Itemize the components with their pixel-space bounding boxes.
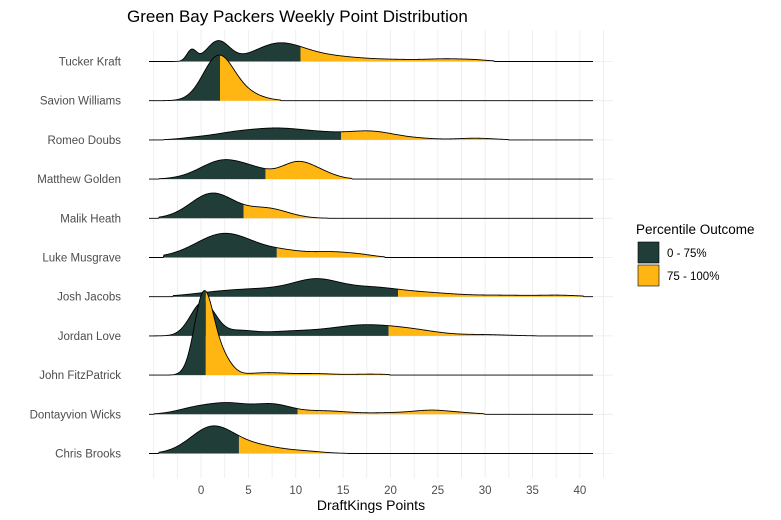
ridge-outline bbox=[149, 54, 593, 102]
ridge-outline bbox=[149, 127, 593, 141]
ridge-luke-musgrave bbox=[149, 232, 593, 258]
ridge-fill-high bbox=[300, 46, 495, 62]
x-tick-label: 35 bbox=[526, 485, 539, 497]
ridge-chris-brooks bbox=[149, 425, 593, 454]
ridge-fill-high bbox=[205, 291, 391, 376]
ridges bbox=[149, 40, 593, 454]
legend-swatch-75-100 bbox=[637, 264, 660, 287]
ridge-fill-low bbox=[163, 233, 277, 258]
ridge-fill-low bbox=[158, 425, 239, 454]
ridge-outline bbox=[149, 402, 593, 415]
x-tick-label: 10 bbox=[289, 485, 302, 497]
ridge-outline bbox=[149, 192, 593, 219]
legend-swatch-0-75 bbox=[637, 241, 660, 264]
ridge-fill-high bbox=[388, 325, 538, 336]
y-axis-labels: Tucker Kraft Savion Williams Romeo Doubs Ma… bbox=[30, 57, 122, 461]
chart-title: Green Bay Packers Weekly Point Distribut… bbox=[127, 7, 468, 26]
ridge-fill-high bbox=[265, 161, 353, 180]
ridge-fill-low bbox=[149, 290, 206, 376]
ridge-fill-high bbox=[341, 130, 509, 140]
y-tick-label-john-fitzpatrick: John FitzPatrick bbox=[39, 370, 121, 382]
ridge-outline bbox=[149, 40, 593, 62]
ridge-outline bbox=[149, 278, 593, 298]
ridge-savion-williams bbox=[149, 54, 593, 102]
ridge-john-fitzpatrick bbox=[149, 290, 593, 376]
y-tick-label-josh-jacobs: Josh Jacobs bbox=[57, 292, 121, 304]
ridge-romeo-doubs bbox=[149, 127, 593, 141]
ridge-fill-low bbox=[153, 55, 221, 101]
y-tick-label-dontayvion-wicks: Dontayvion Wicks bbox=[30, 409, 122, 421]
ridge-fill-high bbox=[297, 408, 486, 415]
x-axis-title: DraftKings Points bbox=[317, 497, 425, 513]
y-tick-label-romeo-doubs: Romeo Doubs bbox=[47, 135, 121, 147]
x-tick-label: 20 bbox=[384, 485, 397, 497]
x-tick-label: 0 bbox=[198, 485, 204, 497]
ridge-outline bbox=[149, 425, 593, 454]
y-tick-label-savion-williams: Savion Williams bbox=[40, 96, 121, 108]
y-tick-label-jordan-love: Jordan Love bbox=[58, 331, 121, 343]
x-tick-label: 30 bbox=[479, 485, 492, 497]
ridge-fill-high bbox=[220, 55, 282, 101]
y-tick-label-luke-musgrave: Luke Musgrave bbox=[42, 253, 121, 265]
ridge-outline bbox=[149, 301, 593, 337]
x-tick-label: 5 bbox=[245, 485, 251, 497]
ridge-outline bbox=[149, 290, 593, 376]
ridge-fill-low bbox=[153, 402, 298, 415]
ridge-fill-low bbox=[153, 40, 301, 62]
ridge-outline bbox=[149, 232, 593, 258]
x-tick-label: 15 bbox=[337, 485, 350, 497]
ridge-fill-low bbox=[163, 127, 342, 140]
ridge-fill-low bbox=[158, 159, 266, 180]
ridge-fill-low bbox=[158, 193, 244, 219]
ridge-dontayvion-wicks bbox=[149, 402, 593, 415]
ridge-malik-heath bbox=[149, 192, 593, 219]
y-tick-label-tucker-kraft: Tucker Kraft bbox=[59, 57, 122, 69]
y-tick-label-chris-brooks: Chris Brooks bbox=[55, 449, 121, 461]
y-tick-label-matthew-golden: Matthew Golden bbox=[37, 174, 121, 186]
y-tick-label-malik-heath: Malik Heath bbox=[60, 213, 121, 225]
legend: Percentile Outcome 0 - 75% 75 - 100% bbox=[636, 222, 755, 287]
legend-label-75-100: 75 - 100% bbox=[667, 271, 719, 283]
x-tick-label: 40 bbox=[573, 485, 586, 497]
ridge-fill-high bbox=[398, 289, 585, 297]
ridge-outline bbox=[149, 159, 593, 180]
x-tick-label: 25 bbox=[431, 485, 444, 497]
ridge-matthew-golden bbox=[149, 159, 593, 180]
x-axis-labels: 0 5 10 15 20 25 30 35 40 bbox=[198, 485, 586, 497]
legend-title: Percentile Outcome bbox=[636, 222, 755, 237]
ridge-fill-high bbox=[238, 435, 348, 454]
legend-label-0-75: 0 - 75% bbox=[667, 248, 707, 260]
ridge-josh-jacobs bbox=[149, 278, 593, 298]
ridge-tucker-kraft bbox=[149, 40, 593, 62]
ridge-fill-high bbox=[276, 247, 386, 258]
